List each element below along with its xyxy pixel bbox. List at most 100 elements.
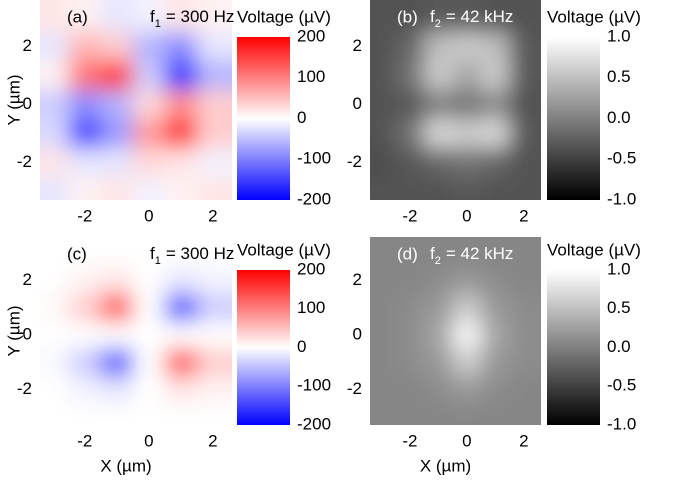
x-tick-label: -2 (402, 431, 417, 450)
heatmap-cell (509, 89, 541, 120)
heatmap-cell (100, 266, 134, 295)
heatmap (370, 0, 541, 200)
frequency-label: f2 = 42 kHz (430, 244, 513, 266)
y-tick-label: 2 (353, 270, 362, 289)
colorbar-tick-label: 200 (297, 26, 325, 45)
heatmap-cell (452, 375, 482, 404)
heatmap-cell (424, 118, 454, 149)
heatmap-cell (40, 294, 70, 322)
heatmap-cell (424, 0, 454, 33)
x-tick-label: -2 (402, 206, 417, 225)
heatmap-cell (164, 118, 198, 149)
heatmap-cell (424, 321, 454, 350)
heatmap-cell (132, 237, 166, 268)
heatmap-cell (395, 237, 425, 268)
colorbar-title: Voltage (µV) (547, 7, 641, 26)
heatmap-cell (68, 0, 102, 33)
heatmap-cell (164, 266, 198, 295)
y-tick-label: -2 (347, 152, 362, 171)
colorbar-tick-label: -100 (297, 149, 331, 168)
colorbar-tick-label: 100 (297, 67, 325, 86)
heatmap-cell (481, 147, 511, 178)
frequency-value: = 300 Hz (166, 7, 235, 26)
plot-area (40, 0, 232, 200)
x-tick-label: 2 (519, 431, 528, 450)
heatmap-cell (40, 147, 70, 178)
x-tick-label: 2 (519, 206, 528, 225)
heatmap-cell (132, 403, 166, 425)
heatmap (370, 237, 541, 425)
heatmap-cell (100, 375, 134, 404)
x-tick-label: 0 (144, 431, 153, 450)
heatmap-cell (370, 118, 397, 149)
heatmap-cell (68, 348, 102, 377)
heatmap-cell (509, 0, 541, 33)
y-tick-label: -2 (347, 379, 362, 398)
frequency-value: = 42 kHz (446, 244, 514, 263)
heatmap-cell (40, 31, 70, 62)
heatmap-cell (100, 321, 134, 350)
colorbar (547, 37, 600, 200)
heatmap (40, 0, 232, 200)
heatmap-cell (40, 0, 70, 33)
panel-label: (c) (67, 244, 87, 263)
heatmap-cell (424, 176, 454, 200)
heatmap-cell (395, 89, 425, 120)
heatmap-cell (196, 0, 232, 33)
colorbar-tick-label: -100 (297, 376, 331, 395)
heatmap-cell (452, 321, 482, 350)
heatmap-cell (100, 0, 134, 33)
heatmap-cell (132, 294, 166, 322)
heatmap-cell (40, 348, 70, 377)
heatmap-cell (40, 403, 70, 425)
frequency-subscript: 2 (435, 255, 441, 267)
heatmap-cell (68, 321, 102, 350)
heatmap (40, 237, 232, 425)
colorbar-tick-label: -1.0 (607, 189, 636, 208)
heatmap-cell (481, 403, 511, 425)
heatmap-cell (452, 176, 482, 200)
heatmap-cell (452, 118, 482, 149)
x-tick-label: 2 (208, 206, 217, 225)
heatmap-cell (132, 348, 166, 377)
heatmap-cell (395, 375, 425, 404)
frequency-symbol: f (150, 7, 155, 26)
heatmap-cell (370, 294, 397, 322)
heatmap-cell (100, 348, 134, 377)
heatmap-cell (164, 237, 198, 268)
frequency-symbol: f (430, 244, 435, 263)
heatmap-cell (509, 176, 541, 200)
heatmap-cell (509, 266, 541, 295)
heatmap-cell (68, 266, 102, 295)
heatmap-cell (481, 266, 511, 295)
heatmap-cell (164, 176, 198, 200)
heatmap-cell (196, 348, 232, 377)
x-tick-label: 0 (144, 206, 153, 225)
heatmap-cell (164, 321, 198, 350)
colorbar-tick-label: -1.0 (607, 414, 636, 433)
heatmap-cell (370, 89, 397, 120)
heatmap-cell (481, 321, 511, 350)
heatmap-cell (395, 60, 425, 91)
heatmap-cell (481, 60, 511, 91)
heatmap-cell (424, 31, 454, 62)
heatmap-cell (509, 118, 541, 149)
heatmap-cell (370, 348, 397, 377)
y-tick-label: -2 (17, 379, 32, 398)
frequency-symbol: f (150, 244, 155, 263)
heatmap-cell (164, 348, 198, 377)
colorbar-tick-label: 1.0 (607, 259, 631, 278)
heatmap-cell (370, 0, 397, 33)
heatmap-cell (452, 237, 482, 268)
colorbar-tick-label: 0.0 (607, 337, 631, 356)
y-tick-label: 0 (353, 325, 362, 344)
x-tick-label: -2 (77, 431, 92, 450)
heatmap-cell (481, 0, 511, 33)
heatmap-cell (481, 375, 511, 404)
panel-label: (a) (67, 7, 88, 26)
heatmap-cell (395, 147, 425, 178)
heatmap-cell (196, 237, 232, 268)
heatmap-cell (509, 237, 541, 268)
heatmap-cell (68, 118, 102, 149)
y-axis-title: Y (µm) (4, 305, 23, 356)
